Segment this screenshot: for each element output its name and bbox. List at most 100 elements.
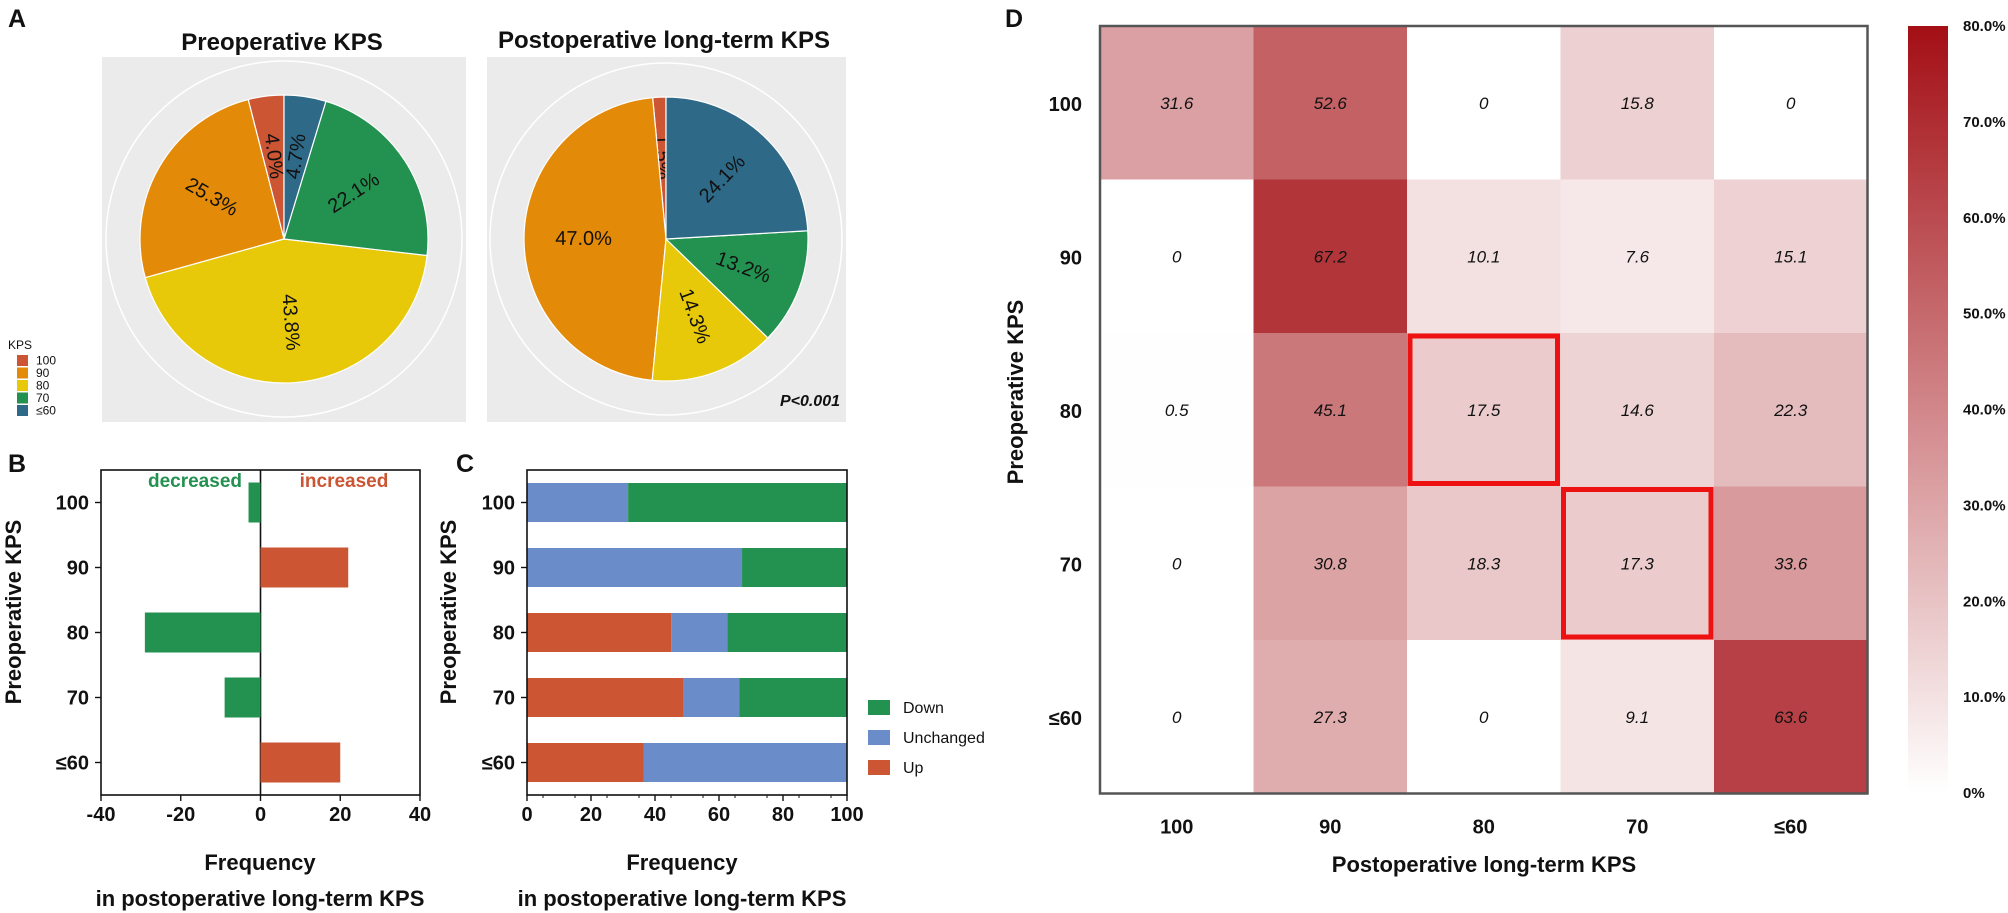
pie-pre-title: Preoperative KPS: [181, 29, 382, 56]
bar-c-seg-1-2: [742, 548, 847, 587]
bar-c-seg-2-0: [527, 613, 672, 652]
panel-label-d: D: [1005, 5, 1023, 33]
heatmap-cell-1-2: [1407, 179, 1561, 334]
panel-label-b: B: [8, 450, 26, 478]
kps-legend-title: KPS: [8, 338, 32, 352]
bar-b-bar-2: [144, 612, 261, 653]
heatmap-cell-2-3: [1560, 333, 1715, 487]
heatmap-cell-label-2-0: 0.5: [1165, 401, 1189, 420]
heatmap-cell-label-3-1: 30.8: [1314, 554, 1348, 573]
heatmap-cell-label-4-0: 0: [1172, 708, 1182, 727]
bar-b-ytick-3: 70: [67, 688, 89, 710]
heatmap-ytick-3: 70: [1060, 554, 1082, 576]
kps-legend-label-4: ≤60: [36, 404, 56, 418]
heatmap-cell-label-0-3: 15.8: [1621, 94, 1655, 113]
heatmap-xtick-1: 90: [1319, 817, 1341, 839]
kps-legend-label-1: 90: [36, 366, 50, 380]
bar-c-ytick-3: 70: [493, 688, 515, 710]
heatmap-ytick-2: 80: [1060, 401, 1082, 423]
bar-b-xtick-1: -20: [166, 804, 195, 826]
bar-c-seg-2-1: [671, 613, 728, 652]
heatmap-cell-1-0: [1100, 179, 1254, 334]
heatmap-cell-label-4-3: 9.1: [1625, 708, 1649, 727]
heatmap-cell-0-0: [1100, 26, 1254, 180]
heatmap-cell-label-1-1: 67.2: [1314, 247, 1348, 266]
heatmap-xtick-4: ≤60: [1774, 817, 1807, 839]
heatmap-cell-3-2: [1407, 486, 1561, 641]
heatmap-cell-2-1: [1253, 333, 1408, 487]
bar-c-seg-0-1: [527, 483, 629, 522]
heatmap-cell-0-2: [1407, 26, 1561, 180]
heatmap-cell-4-0: [1100, 640, 1254, 794]
heatmap-ytick-0: 100: [1049, 94, 1082, 116]
bar-c-xtick-4: 80: [772, 804, 794, 826]
bar-c-ytick-4: ≤60: [482, 753, 515, 775]
heatmap-highlight-0: [1407, 333, 1560, 486]
colorbar: [1908, 26, 1948, 793]
heatmap-cell-label-4-1: 27.3: [1313, 708, 1348, 727]
bar-b-bar-4: [260, 742, 341, 783]
bar-c-seg-2-2: [727, 613, 847, 652]
bar-c-xlabel: Frequency: [626, 850, 738, 875]
pie-pre-grid-ring: [105, 60, 463, 418]
bar-chart-stacked: 100 90 80 70 ≤60 0 20 40 60 80 100 Frequency in po…: [436, 469, 985, 911]
heatmap-cell-label-0-2: 0: [1479, 94, 1489, 113]
heatmap-cell-label-1-2: 10.1: [1467, 247, 1500, 266]
kps-legend-swatch-1: [17, 367, 28, 379]
heatmap-cell-0-3: [1560, 26, 1715, 180]
bar-c-ytick-2: 80: [493, 623, 515, 645]
heatmap-xtick-2: 80: [1473, 817, 1495, 839]
heatmap-cell-label-2-1: 45.1: [1314, 401, 1347, 420]
heatmap-cell-label-3-2: 18.3: [1467, 554, 1501, 573]
bar-chart-change: 100 90 80 70 ≤60 -40 -20 0 20 40 Frequency in pos…: [1, 469, 431, 911]
bar-b-xtick-2: 0: [255, 804, 266, 826]
heatmap-cell-label-2-3: 14.6: [1621, 401, 1655, 420]
heatmap-cell-4-3: [1560, 640, 1715, 794]
heatmap-cell-label-4-2: 0: [1479, 708, 1489, 727]
heatmap-cell-1-1: [1253, 179, 1408, 334]
bar-c-seg-3-1: [683, 678, 740, 717]
bar-c-xlabel-2: in postoperative long-term KPS: [518, 886, 847, 911]
heatmap-cell-label-2-2: 17.5: [1467, 401, 1501, 420]
kps-legend-swatch-0: [17, 355, 28, 366]
bar-c-legend-swatch-1: [868, 730, 890, 745]
bar-b-bar-1: [260, 547, 349, 588]
bar-c-legend-label-2: Up: [903, 760, 924, 777]
heatmap-xlabel: Postoperative long-term KPS: [1332, 852, 1636, 877]
colorbar-tick-1: 10.0%: [1963, 689, 2006, 706]
heatmap-ytick-1: 90: [1060, 247, 1082, 269]
bar-c-seg-3-2: [739, 678, 847, 717]
heatmap-chart: 31.6 52.6 0 15.8 0 0 67.2 10.1 7.6 15.1 0.5 45.1 17.…: [1003, 18, 2006, 877]
heatmap-cell-label-3-0: 0: [1172, 554, 1182, 573]
pie-post-slice-2: [651, 237, 769, 382]
heatmap-cell-3-4: [1714, 486, 1868, 641]
pie-post-slice-label-1: 47.0%: [555, 228, 612, 250]
bar-c-ylabel: Preoperative KPS: [436, 520, 461, 705]
bar-b-xtick-0: -40: [87, 804, 116, 826]
bar-c-xtick-2: 40: [644, 804, 666, 826]
bar-b-xlabel: Frequency: [204, 850, 316, 875]
bar-c-seg-1-1: [527, 548, 743, 587]
colorbar-tick-4: 40.0%: [1963, 402, 2006, 419]
bar-b-xtick-3: 20: [329, 804, 351, 826]
bar-c-seg-4-0: [527, 743, 644, 782]
heatmap-cell-label-2-4: 22.3: [1773, 401, 1808, 420]
heatmap-cell-2-0: [1100, 333, 1254, 487]
heatmap-cell-label-1-0: 0: [1172, 247, 1182, 266]
pie-pre-slice-4: [283, 94, 327, 240]
heatmap-frame: [1098, 24, 1869, 795]
heatmap-cell-label-1-4: 15.1: [1774, 247, 1807, 266]
heatmap-cell-3-3: [1560, 486, 1715, 641]
bar-b-ylabel: Preoperative KPS: [1, 520, 26, 705]
bar-b-ytick-4: ≤60: [56, 753, 89, 775]
heatmap-cell-4-2: [1407, 640, 1561, 794]
heatmap-ytick-4: ≤60: [1049, 708, 1082, 730]
kps-legend-label-3: 70: [36, 391, 50, 405]
pie-post-grid-ring: [489, 62, 843, 416]
heatmap-cell-label-1-3: 7.6: [1625, 247, 1649, 266]
panel-label-c: C: [456, 450, 474, 478]
bar-c-xtick-3: 60: [708, 804, 730, 826]
heatmap-cell-4-4: [1714, 640, 1868, 794]
bar-c-legend-swatch-2: [868, 760, 890, 775]
